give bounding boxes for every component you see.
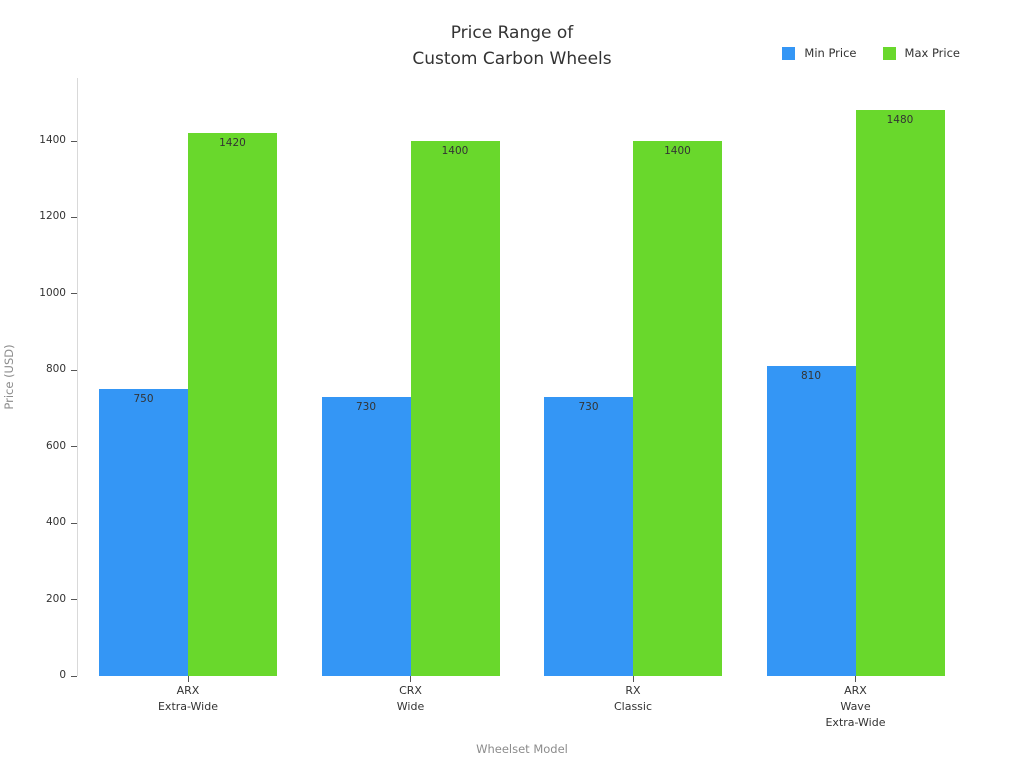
x-tick-mark	[632, 676, 634, 682]
y-tick-mark	[71, 522, 77, 524]
x-category-label: ARX Extra-Wide	[157, 684, 218, 713]
x-tick-mark	[855, 676, 856, 682]
y-tick-label: 1200	[39, 210, 66, 223]
chart-title: Price Range of Custom Carbon Wheels	[0, 20, 1024, 72]
legend-item-min-price: Min Price	[782, 46, 857, 60]
y-tick-mark	[71, 675, 77, 677]
chart-title-line2: Custom Carbon Wheels	[412, 49, 612, 69]
y-axis-title: Price (USD)	[2, 344, 16, 410]
y-tick-mark	[71, 446, 77, 448]
y-tick-label: 600	[45, 439, 66, 452]
bar-value-label: 1480	[886, 114, 914, 127]
y-axis-line	[77, 78, 78, 676]
min-price-bar	[544, 397, 633, 676]
y-tick-label: 400	[45, 516, 66, 529]
bar-value-label: 1400	[441, 145, 469, 157]
x-tick-mark	[410, 676, 411, 682]
bar-value-label: 810	[800, 370, 822, 383]
y-tick-mark	[71, 369, 77, 371]
min-price-swatch-icon	[782, 46, 796, 60]
legend-label-min-price: Min Price	[804, 46, 857, 60]
y-tick-label: 200	[45, 592, 66, 605]
min-price-bar	[99, 389, 188, 676]
chart-title-line1: Price Range of	[450, 23, 574, 43]
legend-label-max-price: Max Price	[904, 46, 960, 60]
max-price-bar	[855, 110, 945, 676]
y-tick-mark	[71, 216, 77, 218]
bar-value-label: 1400	[664, 145, 691, 157]
y-tick-label: 800	[45, 363, 66, 376]
y-tick-label: 1000	[39, 286, 66, 299]
max-price-bar	[633, 141, 722, 676]
x-category-label: ARX Wave Extra-Wide	[825, 684, 886, 729]
y-tick-mark	[71, 599, 77, 601]
y-tick-mark	[71, 140, 77, 142]
y-tick-label: 1400	[39, 134, 66, 146]
bar-value-label: 730	[355, 401, 377, 414]
x-category-label: CRX Wide	[396, 684, 425, 713]
max-price-bar	[188, 133, 277, 676]
bar-value-label: 750	[133, 393, 154, 406]
x-category-label: RX Classic	[613, 684, 653, 713]
min-price-bar	[766, 366, 856, 676]
max-price-bar	[410, 141, 500, 676]
legend-item-max-price: Max Price	[882, 46, 960, 60]
legend: Min Price Max Price	[782, 46, 960, 60]
x-axis-title: Wheelset Model	[476, 742, 568, 756]
max-price-swatch-icon	[882, 46, 896, 60]
bar-value-label: 730	[578, 401, 599, 414]
bar-value-label: 1420	[219, 137, 246, 150]
min-price-bar	[321, 397, 411, 676]
x-tick-mark	[187, 676, 189, 682]
y-tick-mark	[71, 293, 77, 295]
y-tick-label: 0	[59, 669, 66, 681]
